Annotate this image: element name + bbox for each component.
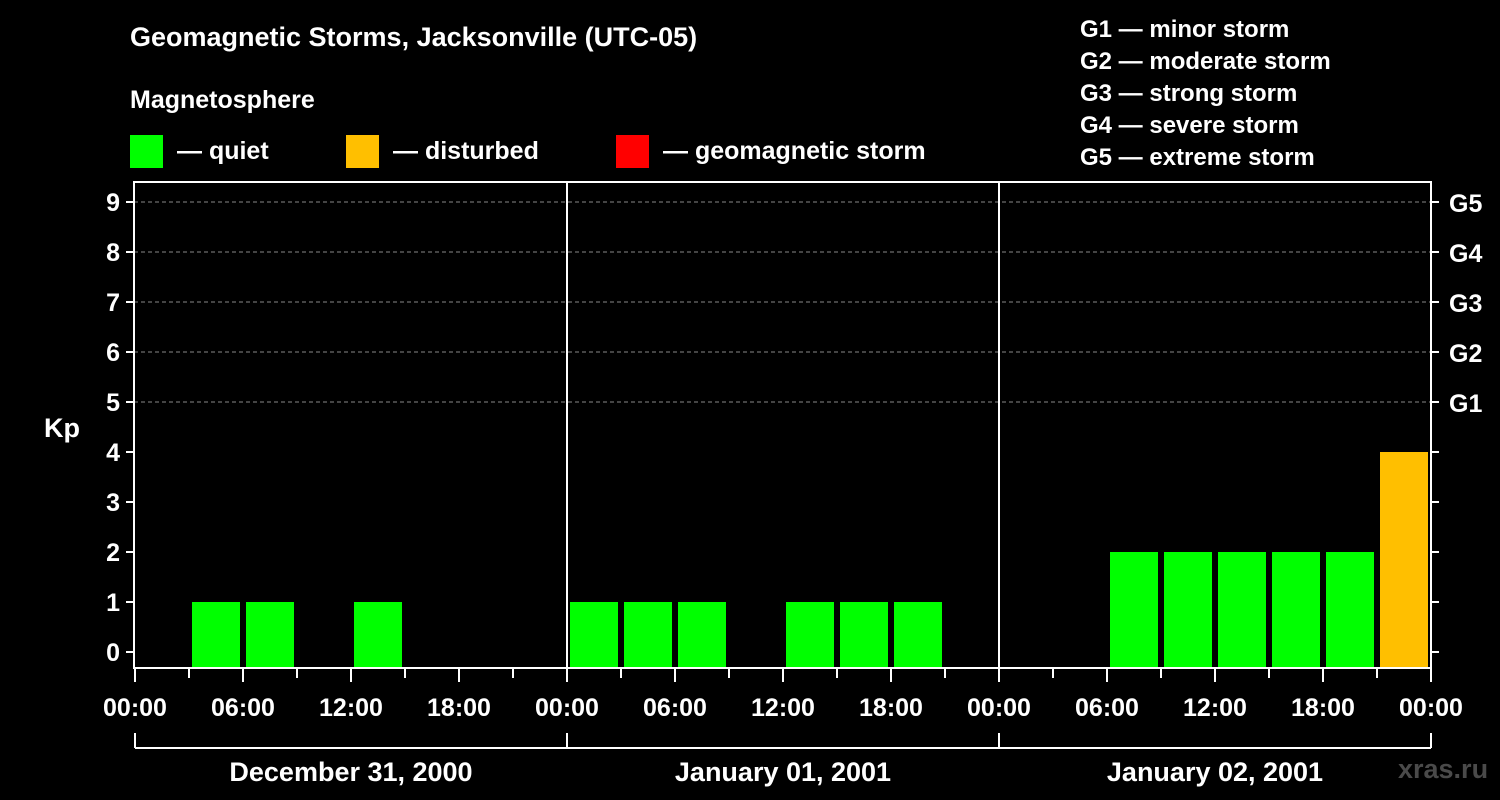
day-label: December 31, 2000: [229, 757, 472, 787]
x-tick-label: 18:00: [1291, 694, 1355, 722]
y-tick-label: 6: [106, 339, 120, 367]
x-tick-label: 06:00: [643, 694, 707, 722]
kp-bar: [246, 602, 294, 668]
kp-bar: [354, 602, 402, 668]
y-tick-label: 3: [106, 489, 120, 517]
storm-level-g4: G4 — severe storm: [1080, 112, 1299, 139]
x-tick-label: 00:00: [1399, 694, 1463, 722]
storm-level-g5: G5 — extreme storm: [1080, 144, 1315, 171]
kp-bar: [192, 602, 240, 668]
x-tick-label: 06:00: [1075, 694, 1139, 722]
kp-bar: [1218, 552, 1266, 668]
storm-level-tick-label: G1: [1449, 390, 1482, 418]
legend-storm: — geomagnetic storm: [616, 134, 926, 168]
x-tick-label: 12:00: [751, 694, 815, 722]
kp-bar: [1380, 452, 1428, 668]
storm-level-tick-label: G5: [1449, 190, 1482, 218]
y-tick-label: 8: [106, 239, 120, 267]
storm-level-legend: G1 — minor storm G2 — moderate storm G3 …: [1080, 14, 1331, 174]
x-tick-label: 00:00: [535, 694, 599, 722]
y-axis-label: Kp: [44, 413, 80, 443]
legend-label-disturbed: — disturbed: [393, 136, 539, 165]
y-tick-label: 4: [106, 439, 120, 467]
legend-label-quiet: — quiet: [177, 136, 269, 165]
day-label: January 01, 2001: [675, 757, 891, 787]
storm-level-g1: G1 — minor storm: [1080, 16, 1290, 43]
day-label: January 02, 2001: [1107, 757, 1323, 787]
y-tick-label: 2: [106, 539, 120, 567]
x-tick-label: 12:00: [319, 694, 383, 722]
x-tick-label: 12:00: [1183, 694, 1247, 722]
legend-quiet: — quiet: [130, 134, 269, 168]
legend-swatch-disturbed: [346, 134, 379, 168]
watermark: xras.ru: [1398, 754, 1489, 784]
legend-disturbed: — disturbed: [346, 134, 539, 168]
y-tick-label: 1: [106, 589, 120, 617]
y-tick-label: 7: [106, 289, 120, 317]
x-tick-label: 00:00: [967, 694, 1031, 722]
y-tick-label: 5: [106, 389, 120, 417]
storm-level-tick-label: G4: [1449, 240, 1482, 268]
storm-level-tick-label: G3: [1449, 290, 1482, 318]
x-tick-label: 18:00: [859, 694, 923, 722]
kp-bar: [570, 602, 618, 668]
x-tick-label: 06:00: [211, 694, 275, 722]
kp-bar: [1110, 552, 1158, 668]
kp-bar: [624, 602, 672, 668]
kp-bar: [840, 602, 888, 668]
chart-title: Geomagnetic Storms, Jacksonville (UTC-05…: [130, 22, 698, 52]
storm-level-g2: G2 — moderate storm: [1080, 48, 1331, 75]
y-tick-label: 0: [106, 639, 120, 667]
kp-bar: [1326, 552, 1374, 668]
storm-level-g3: G3 — strong storm: [1080, 80, 1298, 107]
kp-bar: [786, 602, 834, 668]
kp-bar: [894, 602, 942, 668]
legend-label-storm: — geomagnetic storm: [663, 136, 926, 165]
legend-swatch-quiet: [130, 134, 163, 168]
x-tick-label: 18:00: [427, 694, 491, 722]
x-tick-label: 00:00: [103, 694, 167, 722]
legend-swatch-storm: [616, 134, 649, 168]
kp-bar: [678, 602, 726, 668]
chart-subtitle: Magnetosphere: [130, 86, 315, 114]
kp-bar: [1164, 552, 1212, 668]
storm-level-tick-label: G2: [1449, 340, 1482, 368]
kp-bar: [1272, 552, 1320, 668]
y-tick-label: 9: [106, 189, 120, 217]
